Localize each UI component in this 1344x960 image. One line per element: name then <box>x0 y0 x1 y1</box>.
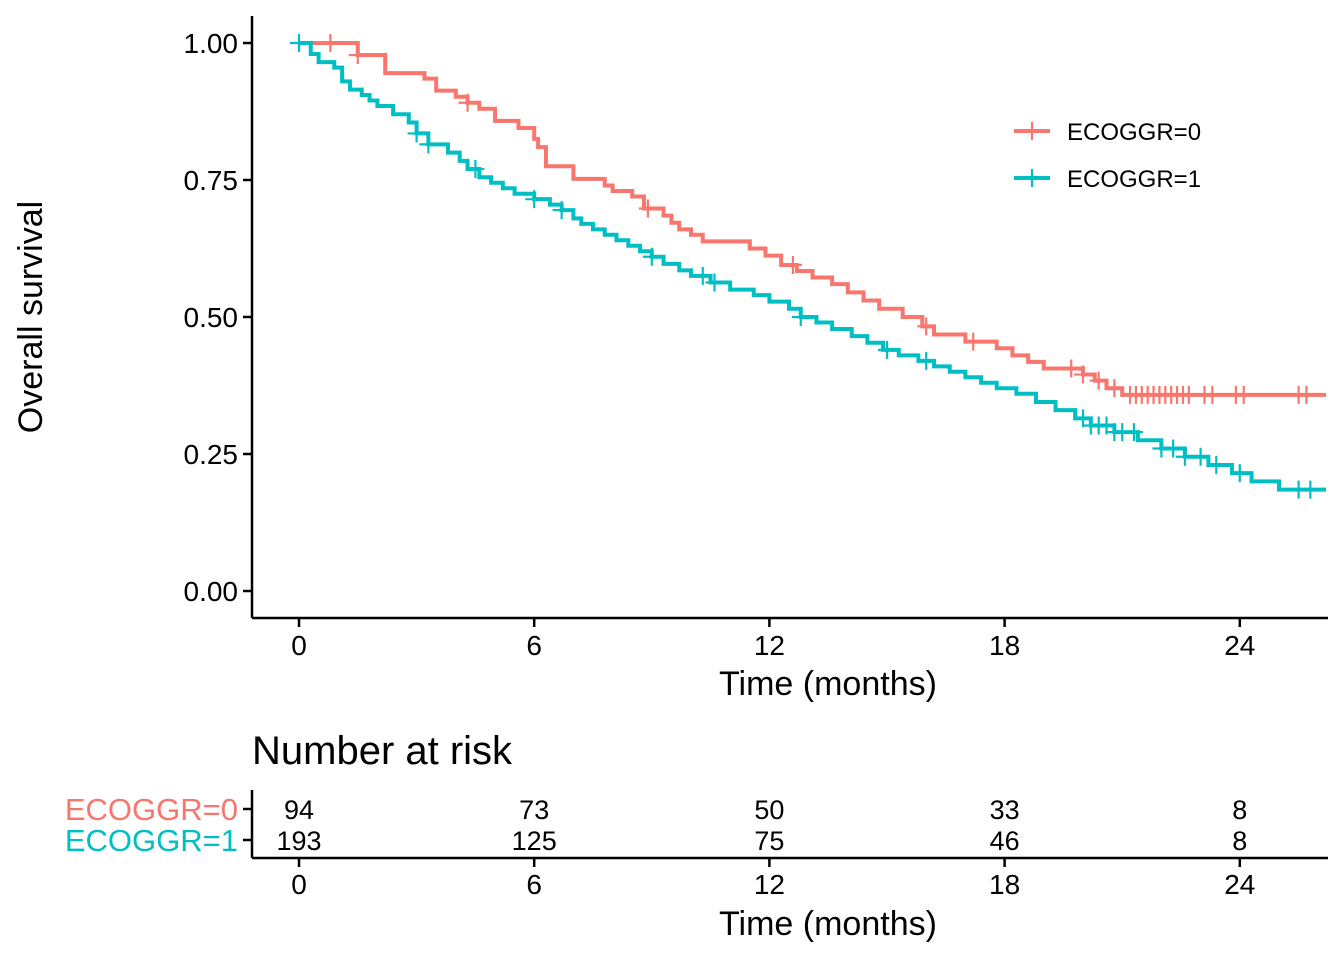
x-axis-ticks: 0 6 12 18 24 <box>291 618 1255 661</box>
censor-mark <box>1230 464 1249 483</box>
censor-mark <box>1179 385 1198 404</box>
x-tick-label: 18 <box>989 630 1020 661</box>
risk-count: 50 <box>754 795 784 825</box>
y-tick-label: 1.00 <box>184 28 239 59</box>
y-tick-label: 0.25 <box>184 439 239 470</box>
legend-label: ECOGGR=0 <box>1067 119 1201 146</box>
risk-count: 33 <box>990 795 1020 825</box>
risk-table-title: Number at risk <box>252 729 513 773</box>
censor-mark <box>1301 480 1320 499</box>
censor-mark <box>1297 385 1316 404</box>
censor-mark <box>407 124 426 143</box>
y-axis-ticks: 0.00 0.25 0.50 0.75 1.00 <box>184 28 252 607</box>
legend-key-censor <box>1023 122 1041 140</box>
y-tick-label: 0.75 <box>184 165 239 196</box>
censor-mark <box>1207 455 1226 474</box>
risk-count: 73 <box>519 795 549 825</box>
censor-mark <box>783 255 802 274</box>
risk-count: 8 <box>1232 826 1247 856</box>
risk-count: 94 <box>284 795 314 825</box>
legend-label: ECOGGR=1 <box>1067 166 1201 193</box>
censor-mark <box>1089 371 1108 390</box>
censor-mark <box>1105 379 1124 398</box>
censor-mark <box>348 46 367 65</box>
y-tick-label: 0.50 <box>184 302 239 333</box>
censor-mark <box>525 190 544 209</box>
censor-mark <box>917 317 936 336</box>
x-tick-label: 0 <box>291 630 307 661</box>
risk-row-label: ECOGGR=0 <box>65 792 238 827</box>
x-tick-label: 12 <box>754 630 785 661</box>
y-axis-title: Overall survival <box>12 201 50 433</box>
censor-mark <box>290 34 308 52</box>
risk-table: Number at risk ECOGGR=0 94 73 50 33 8 ECOGGR=1… <box>65 729 1328 943</box>
x-axis-title: Time (months) <box>719 665 937 703</box>
risk-x-axis-ticks: 0 6 12 18 24 <box>291 858 1255 900</box>
km-plot: 0.00 0.25 0.50 0.75 1.00 0 6 12 18 24 Overall su… <box>12 16 1328 703</box>
censor-mark <box>1191 447 1210 466</box>
censor-mark <box>638 199 657 218</box>
risk-x-axis-title: Time (months) <box>719 905 937 943</box>
risk-count: 8 <box>1232 795 1247 825</box>
censor-mark <box>791 308 810 326</box>
risk-count: 46 <box>990 826 1020 856</box>
risk-row-label: ECOGGR=1 <box>65 823 238 858</box>
risk-count: 125 <box>512 826 557 856</box>
y-tick-label: 0.00 <box>184 576 239 607</box>
risk-x-tick-label: 0 <box>291 869 307 900</box>
censor-mark <box>705 273 724 292</box>
x-tick-label: 6 <box>526 630 542 661</box>
censor-mark <box>1234 385 1253 404</box>
censor-mark <box>1164 439 1183 458</box>
legend: ECOGGR=0 ECOGGR=1 <box>1014 119 1201 193</box>
censor-mark <box>552 201 571 220</box>
censor-mark <box>917 351 936 370</box>
risk-x-tick-label: 12 <box>754 869 785 900</box>
legend-key-censor <box>1023 169 1041 187</box>
censor-mark <box>458 93 477 112</box>
x-tick-label: 24 <box>1224 630 1255 661</box>
censor-mark <box>321 34 340 52</box>
survival-curve-ecoggr-1 <box>299 41 1327 492</box>
censor-mark <box>1124 423 1143 442</box>
risk-count: 193 <box>276 826 321 856</box>
risk-table-body: ECOGGR=0 94 73 50 33 8 ECOGGR=1 193 125 75 46 8 <box>65 792 1247 858</box>
censor-mark <box>693 266 712 285</box>
risk-count: 75 <box>754 826 784 856</box>
censor-mark <box>466 160 485 179</box>
censor-mark <box>878 340 896 359</box>
censor-mark <box>1062 359 1081 378</box>
censor-mark <box>1074 365 1092 384</box>
censor-mark <box>1175 447 1194 466</box>
censor-mark <box>1074 409 1092 428</box>
risk-x-tick-label: 18 <box>989 869 1020 900</box>
censor-mark <box>419 135 438 154</box>
censor-mark <box>964 332 983 351</box>
risk-x-tick-label: 6 <box>526 869 542 900</box>
risk-x-tick-label: 24 <box>1224 869 1255 900</box>
censor-mark <box>1203 385 1222 404</box>
survival-curve-ecoggr-0 <box>299 41 1327 397</box>
censor-mark <box>642 247 661 266</box>
km-series-group <box>290 34 1327 499</box>
